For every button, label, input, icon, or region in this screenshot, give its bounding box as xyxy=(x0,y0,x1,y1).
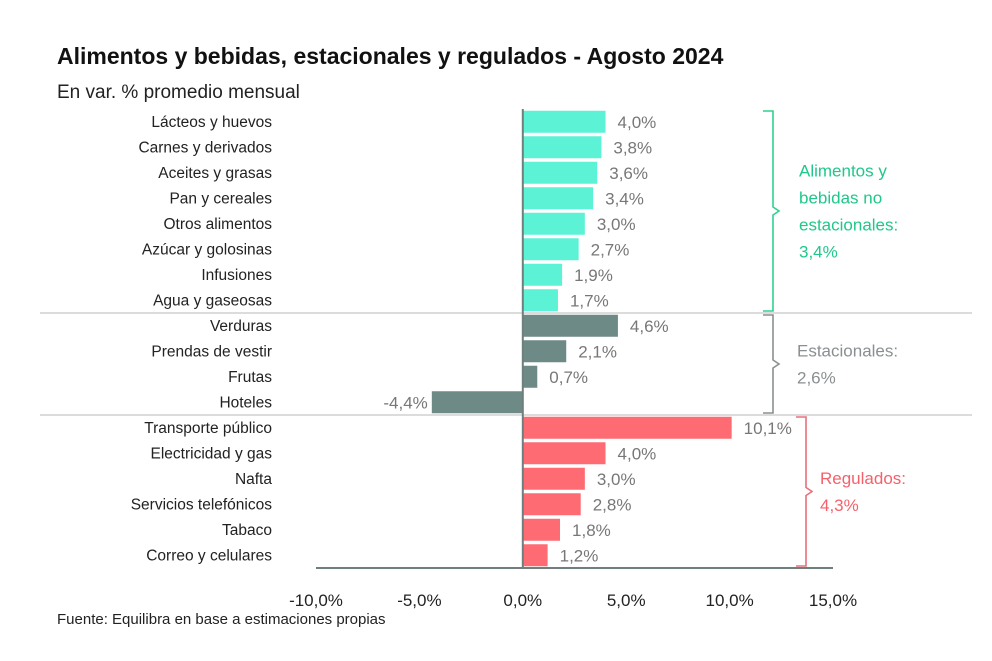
group-bracket xyxy=(796,416,814,567)
data-label: 2,8% xyxy=(593,495,632,514)
data-label: 1,8% xyxy=(572,521,611,540)
bar xyxy=(522,110,606,133)
bar xyxy=(522,136,602,159)
data-label: 2,1% xyxy=(578,342,617,361)
data-label: 3,8% xyxy=(613,138,652,157)
category-label: Infusiones xyxy=(201,267,272,284)
group-bracket xyxy=(763,314,781,414)
x-tick-label: 5,0% xyxy=(607,591,646,610)
category-label: Correo y celulares xyxy=(146,547,272,564)
bar xyxy=(522,212,585,235)
data-label: 4,0% xyxy=(618,444,657,463)
category-label: Verduras xyxy=(210,318,272,335)
group-brackets: Alimentos y bebidas no estacionales: 3,4% Es… xyxy=(763,110,906,567)
data-label: 3,0% xyxy=(597,215,636,234)
group-label: 3,4% xyxy=(799,243,838,262)
bar xyxy=(522,416,732,439)
bar xyxy=(522,289,558,312)
chart-subtitle: En var. % promedio mensual xyxy=(57,82,300,103)
group-label: Regulados: xyxy=(820,469,906,488)
data-label: 2,7% xyxy=(591,240,630,259)
x-tick-label: 10,0% xyxy=(705,591,753,610)
group-label: Alimentos y xyxy=(799,162,887,181)
category-label: Aceites y grasas xyxy=(158,165,272,182)
category-label: Tabaco xyxy=(222,522,272,539)
bar xyxy=(522,467,585,490)
bar xyxy=(522,340,567,363)
bar xyxy=(522,238,579,261)
bar xyxy=(522,187,594,210)
data-label: 1,9% xyxy=(574,266,613,285)
category-label: Carnes y derivados xyxy=(138,139,272,156)
x-tick-label: -5,0% xyxy=(397,591,441,610)
group-label: estacionales: xyxy=(799,216,898,235)
x-tick-label: -10,0% xyxy=(289,591,343,610)
bar xyxy=(522,263,563,286)
group-label: bebidas no xyxy=(799,189,882,208)
bar xyxy=(522,493,581,516)
bar xyxy=(522,161,598,184)
bar xyxy=(522,544,548,567)
category-label: Otros alimentos xyxy=(163,216,272,233)
bar xyxy=(522,365,538,388)
category-label: Transporte público xyxy=(144,420,272,437)
bar xyxy=(522,314,618,337)
value-labels: 4,0% 3,8% 3,6% 3,4% 3,0% 2,7% 1,9% 1,7% 4,6% 2,1%… xyxy=(383,113,791,566)
data-label: 4,6% xyxy=(630,317,669,336)
category-label: Hoteles xyxy=(219,394,272,411)
bar xyxy=(522,518,561,541)
group-label: 4,3% xyxy=(820,496,859,515)
group-separators xyxy=(40,312,972,416)
x-axis: -10,0% -5,0% 0,0% 5,0% 10,0% 15,0% xyxy=(289,567,857,610)
data-label: 4,0% xyxy=(618,113,657,132)
bar xyxy=(431,391,523,414)
group-label: 2,6% xyxy=(797,369,836,388)
category-label: Frutas xyxy=(228,369,272,386)
x-tick-label: 15,0% xyxy=(809,591,857,610)
chart-title: Alimentos y bebidas, estacionales y regu… xyxy=(57,43,724,69)
bar xyxy=(522,442,606,465)
data-label: 1,2% xyxy=(560,546,599,565)
data-label: 10,1% xyxy=(744,419,792,438)
category-label: Servicios telefónicos xyxy=(131,496,273,513)
category-label: Prendas de vestir xyxy=(151,343,272,360)
category-label: Agua y gaseosas xyxy=(153,292,272,309)
x-tick-label: 0,0% xyxy=(503,591,542,610)
category-label: Nafta xyxy=(235,471,272,488)
data-label: 0,7% xyxy=(549,368,588,387)
category-label: Electricidad y gas xyxy=(151,445,273,462)
group-label: Estacionales: xyxy=(797,342,898,361)
data-label: 3,4% xyxy=(605,189,644,208)
group-bracket xyxy=(763,110,781,312)
category-label: Pan y cereales xyxy=(169,190,272,207)
data-label: 3,6% xyxy=(609,164,648,183)
category-labels: Lácteos y huevos Carnes y derivados Aceite… xyxy=(131,114,273,565)
data-label: -4,4% xyxy=(383,393,427,412)
category-label: Lácteos y huevos xyxy=(151,114,272,131)
data-label: 3,0% xyxy=(597,470,636,489)
data-label: 1,7% xyxy=(570,291,609,310)
bars xyxy=(431,110,732,567)
source-note: Fuente: Equilibra en base a estimaciones… xyxy=(57,611,386,628)
category-label: Azúcar y golosinas xyxy=(142,241,272,258)
